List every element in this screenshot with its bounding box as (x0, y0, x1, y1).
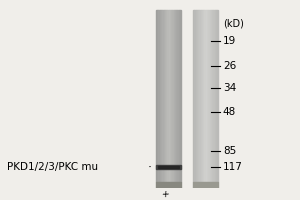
Text: ✕: ✕ (161, 187, 172, 198)
Bar (180, 10, 181, 182)
Bar (171, 10, 172, 182)
Bar (206, 10, 207, 182)
Bar (203, 10, 205, 182)
Bar (157, 10, 158, 182)
Bar (175, 10, 176, 182)
Text: PKD1/2/3/PKC mu: PKD1/2/3/PKC mu (7, 162, 98, 172)
Bar (176, 10, 177, 182)
Bar (177, 10, 179, 182)
Bar (156, 182, 181, 188)
Bar (201, 10, 202, 182)
Bar (208, 10, 209, 182)
Bar (194, 10, 196, 182)
Bar (156, 165, 181, 169)
Bar (214, 10, 216, 182)
Bar (207, 10, 208, 182)
Text: 117: 117 (223, 162, 243, 172)
Bar (217, 10, 218, 182)
Bar (167, 10, 169, 182)
Bar (211, 10, 212, 182)
Bar (170, 10, 171, 182)
Bar (209, 10, 211, 182)
Bar (158, 166, 179, 168)
Bar (174, 10, 175, 182)
Bar (198, 10, 200, 182)
Bar (165, 10, 166, 182)
Bar (202, 10, 203, 182)
Bar (156, 10, 157, 182)
Bar (179, 10, 180, 182)
Bar (172, 10, 174, 182)
Text: 85: 85 (223, 146, 236, 156)
Text: 48: 48 (223, 107, 236, 117)
Bar (216, 10, 217, 182)
Bar (200, 10, 201, 182)
Bar (212, 10, 213, 182)
Bar (166, 10, 167, 182)
Bar (205, 10, 206, 182)
Text: 19: 19 (223, 36, 236, 46)
Text: 34: 34 (223, 83, 236, 93)
Text: (kD): (kD) (223, 19, 244, 29)
Bar (161, 10, 162, 182)
Bar (158, 10, 160, 182)
Text: 26: 26 (223, 61, 236, 71)
Bar (193, 10, 194, 182)
Bar (193, 182, 218, 188)
Bar (164, 10, 165, 182)
Bar (197, 10, 198, 182)
Bar (160, 10, 161, 182)
Bar (162, 10, 164, 182)
Bar (213, 10, 214, 182)
Bar (169, 10, 170, 182)
Bar (196, 10, 197, 182)
